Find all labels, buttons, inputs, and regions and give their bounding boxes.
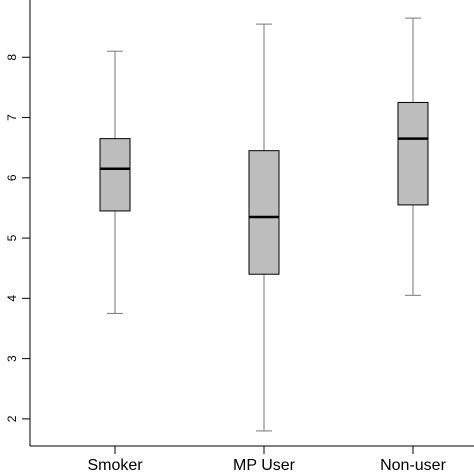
- x-tick-label: MP User: [233, 457, 296, 474]
- x-tick-label: Smoker: [87, 457, 143, 474]
- y-tick-label: 4: [5, 295, 19, 302]
- box-non-user: [397, 17, 429, 296]
- y-tick-label: 5: [5, 234, 19, 241]
- iqr-box: [248, 150, 280, 275]
- boxes: [99, 17, 429, 432]
- y-tick-label: 6: [5, 174, 19, 181]
- box-mp-user: [248, 23, 280, 432]
- x-tick-label: Non-user: [380, 457, 446, 474]
- box-smoker: [99, 50, 131, 314]
- x-axis-ticks: Smoker MP User Non-user: [87, 446, 447, 474]
- y-tick-label: 8: [5, 54, 19, 61]
- plot-frame: [29, 0, 474, 447]
- y-tick-label: 3: [5, 355, 19, 362]
- y-axis-ticks: 2 3 4 5 6 7 8: [5, 54, 30, 422]
- y-tick-label: 7: [5, 114, 19, 121]
- iqr-box: [397, 101, 429, 206]
- iqr-box: [99, 138, 131, 212]
- y-tick-label: 2: [5, 415, 19, 422]
